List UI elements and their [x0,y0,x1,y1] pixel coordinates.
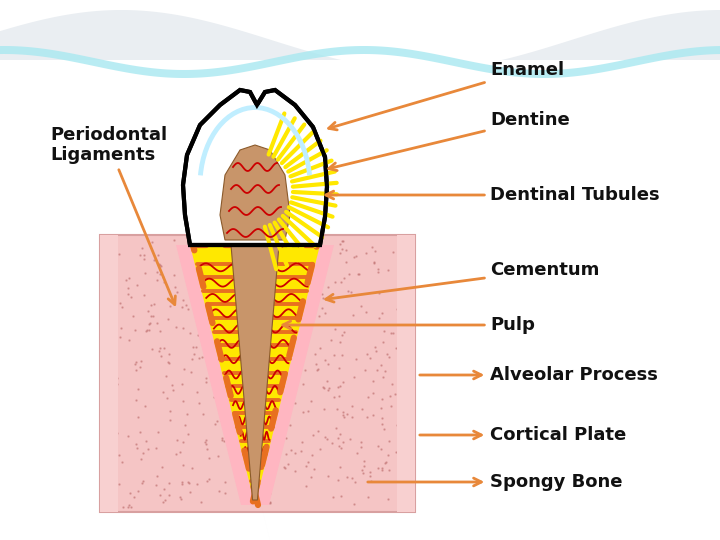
Text: Alveolar Process: Alveolar Process [420,366,658,384]
Polygon shape [0,46,720,78]
Text: Dentinal Tubules: Dentinal Tubules [326,186,660,204]
Polygon shape [176,245,334,505]
Text: Periodontal
Ligaments: Periodontal Ligaments [50,126,176,305]
Bar [100,235,415,512]
Text: Pulp: Pulp [283,316,535,334]
Text: Spongy Bone: Spongy Bone [368,473,623,491]
Polygon shape [231,245,279,500]
Polygon shape [0,0,720,70]
Bar [397,235,415,512]
Bar [100,235,118,512]
Text: Enamel: Enamel [328,61,564,130]
Polygon shape [190,245,320,505]
Bar [0,0,720,80]
Polygon shape [220,145,290,240]
Bar [0,60,720,540]
Text: Dentine: Dentine [329,111,570,171]
Text: Cementum: Cementum [326,261,599,302]
Text: Cortical Plate: Cortical Plate [420,426,626,444]
Polygon shape [183,90,327,245]
